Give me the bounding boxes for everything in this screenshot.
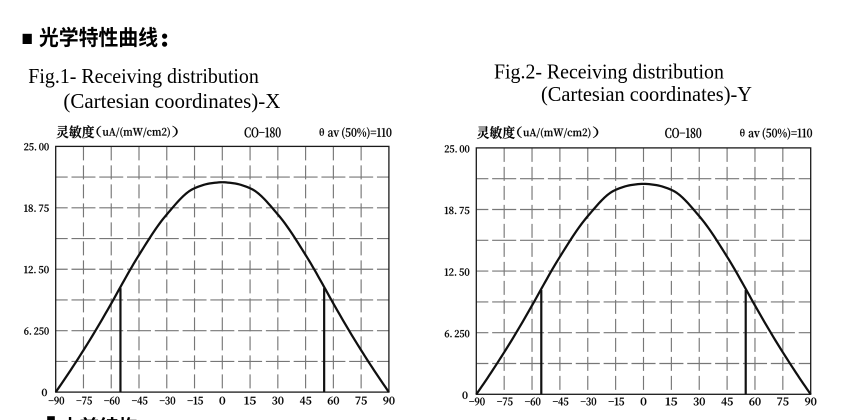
- svg-text:(Cartesian coordinates)-Y: (Cartesian coordinates)-Y: [541, 83, 752, 106]
- svg-text:Fig.1- Receiving distribution: Fig.1- Receiving distribution: [28, 65, 259, 88]
- svg-text:Fig.2- Receiving distribution: Fig.2- Receiving distribution: [494, 60, 724, 83]
- svg-text:(Cartesian coordinates)-X: (Cartesian coordinates)-X: [63, 90, 280, 113]
